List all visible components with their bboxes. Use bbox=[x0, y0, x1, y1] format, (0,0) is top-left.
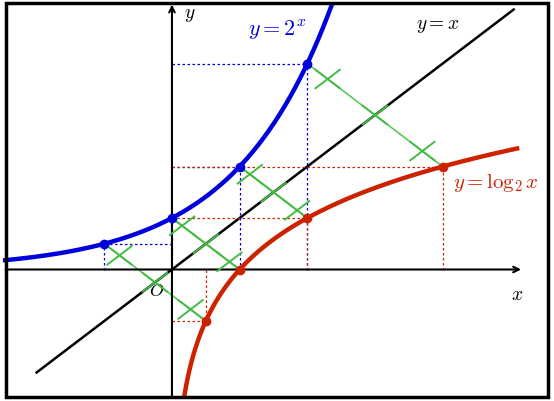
Text: $y = \log_2 x$: $y = \log_2 x$ bbox=[453, 172, 538, 194]
Text: $y$: $y$ bbox=[184, 5, 196, 24]
Text: $y = 2^x$: $y = 2^x$ bbox=[248, 18, 306, 42]
Text: $y = x$: $y = x$ bbox=[416, 16, 459, 35]
Text: $x$: $x$ bbox=[511, 284, 523, 303]
Text: $O$: $O$ bbox=[150, 281, 165, 299]
